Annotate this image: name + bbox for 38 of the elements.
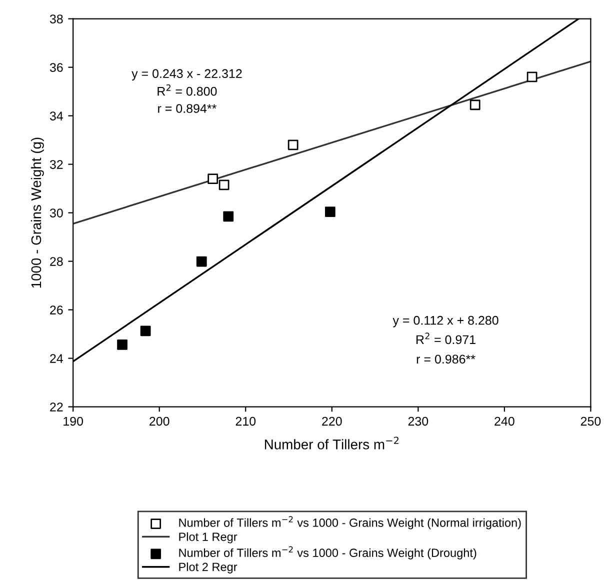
y-tick-label: 36 [50,63,63,72]
legend-label: Plot 2 Regr [179,562,238,574]
x-tick-label: 250 [580,416,601,426]
point [470,100,480,110]
annotation: y = 0.112 x + 8.280 [392,316,498,328]
legend-label: Plot 1 Regr [179,532,238,544]
point [208,174,218,184]
y-tick-label: 30 [50,208,63,218]
y-tick-label: 38 [50,14,63,24]
annotation: r = 0.986** [416,354,476,364]
y-tick-label: 26 [50,306,63,314]
point [324,206,336,218]
annotation: R$^{2}$ = 0.971 [416,332,476,344]
point [223,211,234,222]
annotation: R$^{2}$ = 0.800 [158,84,217,96]
y-tick-label: 32 [50,160,63,169]
y-tick-label: 22 [50,402,63,412]
annotation: y = 0.243 x - 22.312 [132,69,242,80]
y-tick-label: 28 [50,257,63,266]
y-tick-label: 24 [50,354,63,363]
annotation: r = 0.894** [158,104,216,113]
y-tick-label: 34 [50,112,63,120]
point [526,72,538,82]
point [218,180,230,190]
x-tick-label: 200 [150,416,170,426]
y-axis-title: 1000 - Grains Weight (g) [30,138,44,288]
point [140,326,151,336]
x-axis-title: Number of Tillers m$^{−2}$ [264,436,398,450]
x-tick-label: 220 [322,416,342,426]
point [196,256,207,267]
point [117,340,128,350]
legend-label: Number of Tillers m$^{−2}$ vs 1000 - Grains Weight (Normal irrigation) [179,516,521,530]
point [288,140,298,150]
legend-label: Number of Tillers m$^{−2}$ vs 1000 - Grains Weight (Drought) [179,546,476,560]
x-tick-label: 230 [408,416,428,426]
x-tick-label: 190 [64,416,84,426]
x-tick-label: 240 [494,416,514,426]
x-tick-label: 210 [236,416,256,426]
